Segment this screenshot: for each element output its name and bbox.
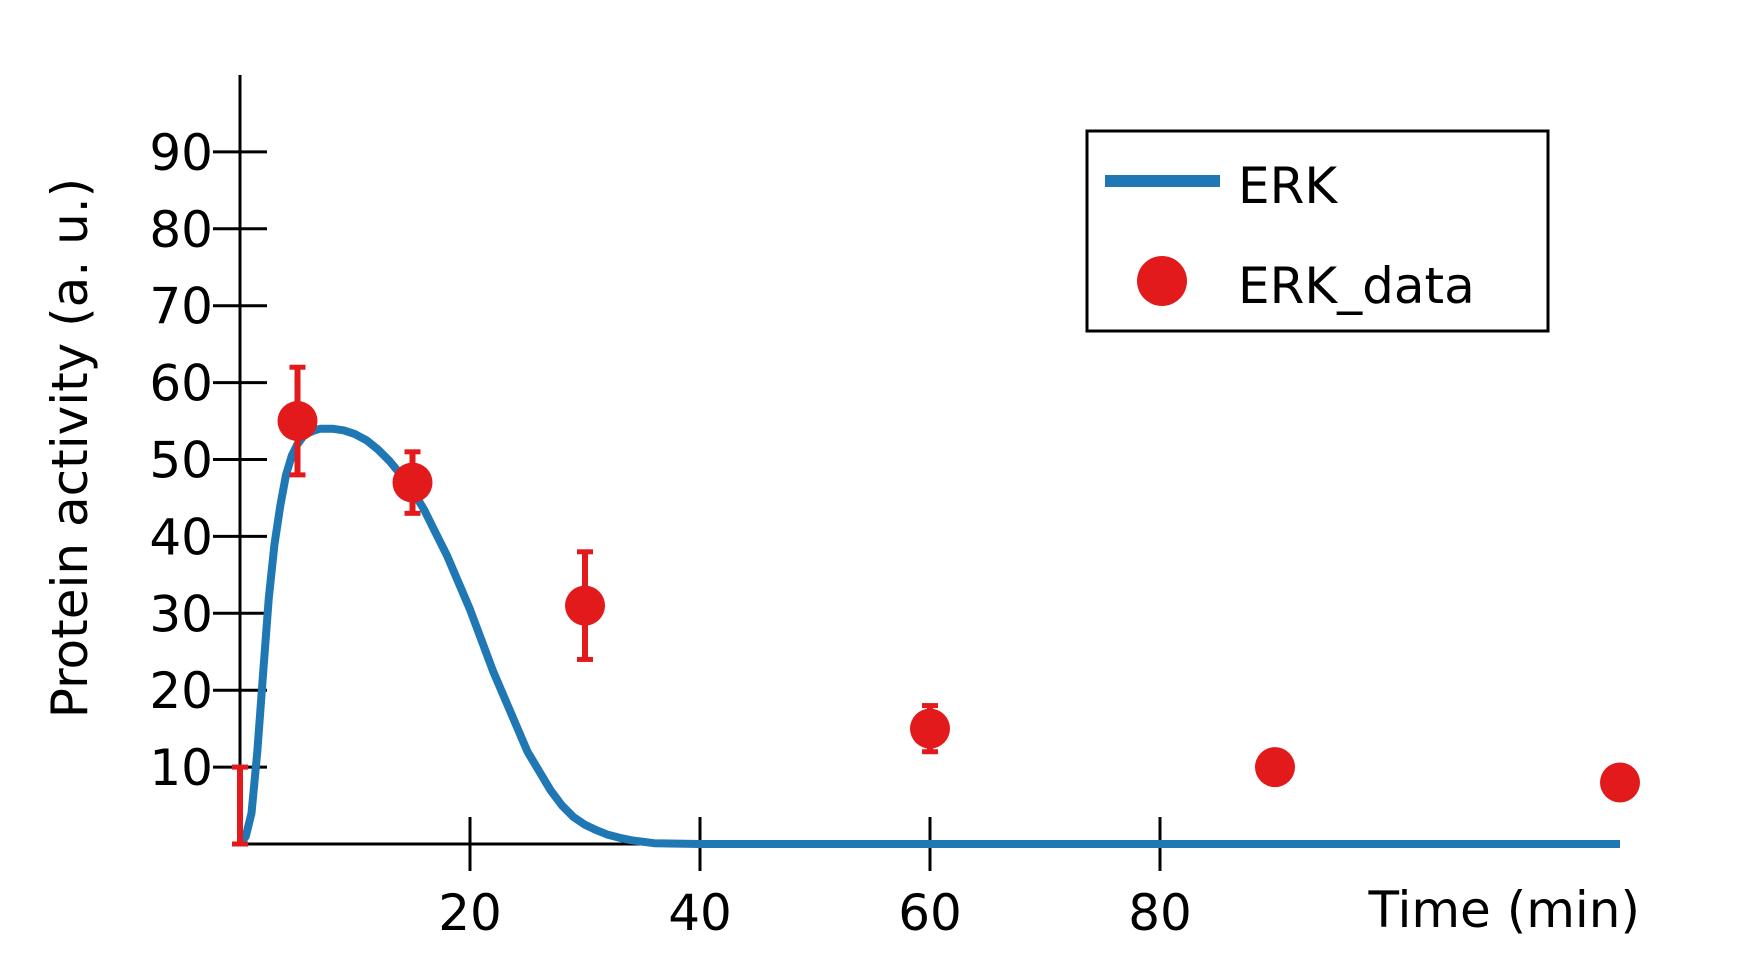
erk-data-point xyxy=(392,449,433,516)
data-marker xyxy=(277,401,318,442)
x-tick-label: 20 xyxy=(438,884,502,942)
erk-series xyxy=(236,424,1620,848)
data-marker xyxy=(1600,762,1640,803)
erk-data-point xyxy=(565,549,605,662)
erk-data-point xyxy=(910,703,950,755)
x-tick-label: 40 xyxy=(668,884,732,942)
legend-erk-label: ERK xyxy=(1238,157,1338,215)
y-tick-label: 70 xyxy=(149,278,213,336)
y-tick-label: 10 xyxy=(149,739,213,797)
legend-erk-data-label: ERK_data xyxy=(1238,257,1475,315)
y-tick-label: 80 xyxy=(149,201,213,259)
erk-data-point xyxy=(277,364,318,478)
x-tick-label: 60 xyxy=(898,884,962,942)
y-tick-label: 40 xyxy=(149,508,213,566)
erk-line xyxy=(236,424,1620,848)
y-tick-label: 60 xyxy=(149,355,213,413)
y-tick-label: 50 xyxy=(149,432,213,490)
legend-erk-data-swatch xyxy=(1137,256,1187,306)
data-marker xyxy=(1255,747,1295,788)
erk-data-point xyxy=(232,764,248,847)
y-axis-ticks: 10 20 30 40 50 60 70 80 90 xyxy=(149,124,267,797)
x-tick-label: 80 xyxy=(1128,884,1192,942)
x-axis-ticks: 20 40 60 80 xyxy=(438,817,1192,942)
data-marker xyxy=(565,585,605,626)
erk-data-point xyxy=(1255,747,1295,788)
x-axis-title: Time (min) xyxy=(1367,881,1640,939)
y-tick-label: 20 xyxy=(149,662,213,720)
legend: ERK ERK_data xyxy=(1085,129,1550,333)
erk-data-series xyxy=(232,364,1640,847)
data-marker xyxy=(392,462,433,503)
y-tick-label: 30 xyxy=(149,585,213,643)
y-tick-label: 90 xyxy=(149,124,213,182)
y-axis-title: Protein activity (a. u.) xyxy=(41,178,99,718)
erk-data-point xyxy=(1600,762,1640,803)
data-marker xyxy=(910,708,950,749)
